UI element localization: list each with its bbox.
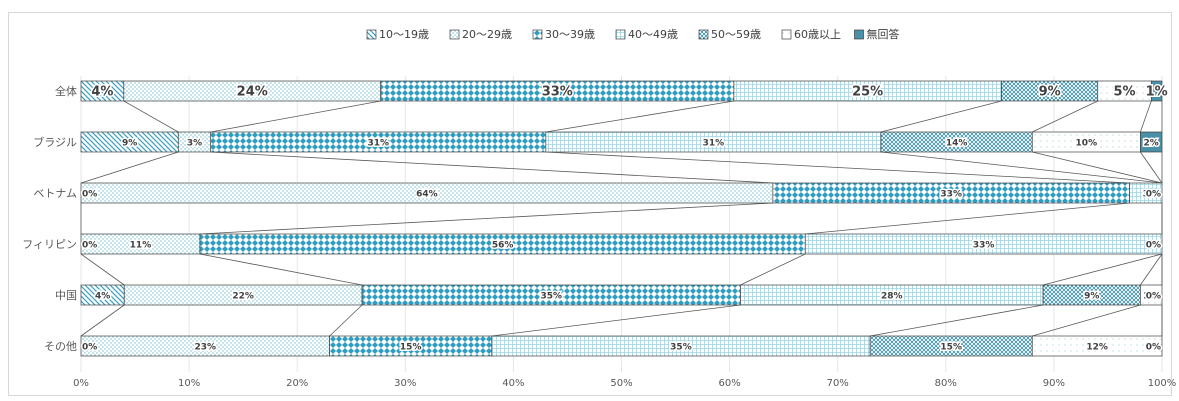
data-label: 0% [82, 241, 97, 251]
legend-label: 無回答 [867, 27, 900, 41]
data-label: 9% [122, 139, 137, 149]
data-label: 3% [187, 139, 202, 149]
category-label: 全体 [55, 84, 77, 98]
series-line [546, 101, 734, 132]
data-label: 0% [1146, 343, 1161, 353]
x-tick-label: 30% [394, 378, 416, 389]
data-label: 4% [91, 85, 113, 100]
data-label: 33% [973, 241, 995, 251]
data-label: 35% [540, 292, 562, 302]
x-tick-label: 100% [1148, 378, 1177, 389]
legend-label: 40～49歳 [628, 28, 678, 41]
legend-label: 50～59歳 [711, 28, 761, 41]
data-label: 12% [1086, 343, 1108, 353]
category-label: ベトナム [33, 187, 77, 200]
series-line [211, 152, 773, 183]
data-label: 9% [1084, 292, 1099, 302]
series-line [200, 203, 773, 234]
data-label: 0% [82, 190, 97, 200]
series-line [330, 305, 362, 336]
series-line [81, 305, 124, 336]
data-label: 1% [1146, 85, 1168, 100]
series-line [1140, 101, 1151, 132]
x-tick-label: 50% [610, 378, 632, 389]
series-line [881, 101, 1002, 132]
data-label: 35% [670, 343, 692, 353]
series-line [1032, 152, 1162, 183]
series-line [81, 254, 124, 285]
x-tick-label: 60% [718, 378, 740, 389]
x-tick-label: 80% [935, 378, 957, 389]
data-label: 31% [368, 139, 390, 149]
legend-label: 30～39歳 [545, 28, 595, 41]
series-line [211, 101, 381, 132]
legend-swatch [855, 30, 864, 39]
data-label: 22% [232, 292, 254, 302]
category-label: その他 [44, 340, 77, 353]
data-label: 0% [1146, 241, 1161, 251]
legend-swatch [699, 30, 708, 39]
legend-swatch [616, 30, 625, 39]
data-label: 31% [703, 139, 725, 149]
legend-label: 20～29歳 [462, 28, 512, 41]
series-line [870, 305, 1043, 336]
data-label: 0% [1146, 292, 1161, 302]
x-tick-label: 90% [1043, 378, 1065, 389]
category-label: 中国 [55, 289, 77, 302]
data-label: 11% [130, 241, 152, 251]
data-label: 33% [940, 190, 962, 200]
legend-swatch [367, 30, 376, 39]
series-line [492, 305, 741, 336]
x-tick-label: 70% [827, 378, 849, 389]
data-label: 14% [946, 139, 968, 149]
data-label: 64% [416, 190, 438, 200]
series-line [1043, 254, 1162, 285]
legend-label: 60歳以上 [794, 28, 841, 41]
data-label: 2% [1144, 139, 1159, 149]
data-label: 10% [1076, 139, 1098, 149]
series-line [200, 254, 362, 285]
data-label: 15% [400, 343, 422, 353]
legend: 10～19歳 20～29歳 30～39歳 40～49歳 50～59歳 60歳以上 無回答 [367, 27, 900, 41]
series-line [124, 101, 178, 132]
data-label: 15% [940, 343, 962, 353]
data-label: 33% [542, 85, 573, 100]
series-line [740, 254, 805, 285]
legend-swatch [782, 30, 791, 39]
data-label: 25% [852, 85, 883, 100]
data-label: 56% [492, 241, 514, 251]
legend-label: 10～19歳 [379, 28, 429, 41]
category-label: フィリピン [22, 238, 77, 251]
x-tick-label: 40% [502, 378, 524, 389]
series-line [1032, 101, 1098, 132]
legend-swatch [450, 30, 459, 39]
category-label: ブラジル [33, 135, 77, 149]
data-label: 0% [82, 343, 97, 353]
data-label: 24% [237, 85, 268, 100]
data-label: 9% [1039, 85, 1061, 100]
x-tick-label: 10% [178, 378, 200, 389]
data-label: 23% [195, 343, 217, 353]
legend-swatch [533, 30, 542, 39]
series-line [805, 203, 1129, 234]
data-label: 4% [95, 292, 110, 302]
grid-layer [81, 76, 1162, 372]
data-label: 0% [1146, 190, 1161, 200]
data-label: 5% [1114, 85, 1136, 100]
data-labels-layer: 4% 24% 33% 25% 9% 5% 1% 9% 3% 31% 31% 14% 10% 2% 0% 64%… [82, 85, 1168, 353]
data-label: 28% [881, 292, 903, 302]
series-line [881, 152, 1162, 183]
series-line [81, 152, 178, 183]
series-line [1032, 305, 1140, 336]
x-tick-label: 20% [286, 378, 308, 389]
x-tick-label: 0% [73, 378, 89, 389]
